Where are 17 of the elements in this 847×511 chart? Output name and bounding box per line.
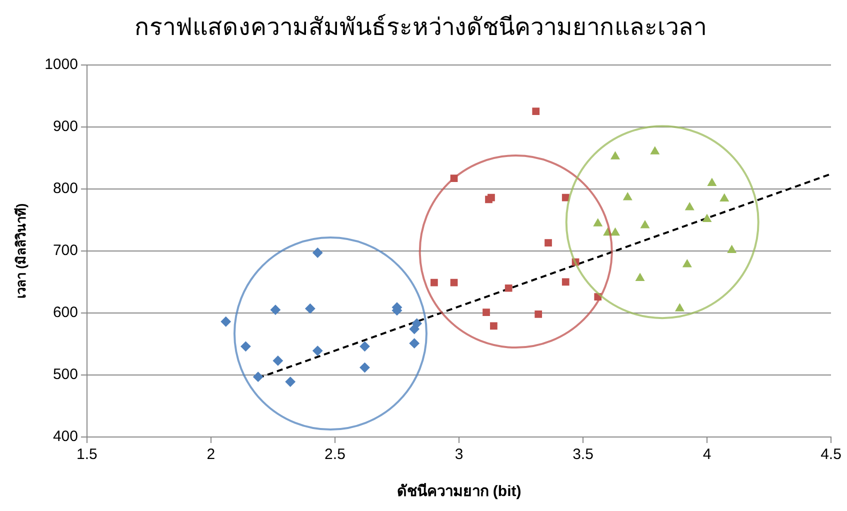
y-axis-title: เวลา (มิลลิวินาที) <box>13 203 28 299</box>
chart-title: กราฟแสดงความสัมพันธ์ระหว่างดัชนีความยากและเวลา <box>134 13 706 42</box>
y-tick-label: 600 <box>52 304 78 322</box>
y-tick-label: 500 <box>52 366 78 384</box>
y-tick-label: 1000 <box>44 56 78 73</box>
x-tick-label: 2.5 <box>324 446 346 464</box>
y-tick-label: 900 <box>52 118 78 135</box>
y-tick-label: 700 <box>52 242 78 260</box>
x-axis-title: ดัชนีความยาก (bit) <box>396 483 522 500</box>
x-tick-label: 3.5 <box>572 446 594 464</box>
y-tick-label: 400 <box>52 428 78 446</box>
x-tick-label: 3 <box>454 446 464 464</box>
x-tick-label: 2 <box>206 446 216 464</box>
x-tick-label: 4.5 <box>820 446 842 464</box>
x-tick-label: 4 <box>702 446 712 464</box>
x-tick-label: 1.5 <box>76 446 98 464</box>
y-tick-label: 800 <box>52 180 78 198</box>
